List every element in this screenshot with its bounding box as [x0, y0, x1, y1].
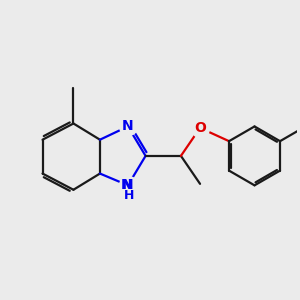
Text: N: N — [122, 178, 134, 192]
Text: H: H — [124, 189, 135, 202]
Text: O: O — [194, 121, 206, 135]
Text: N: N — [121, 178, 132, 192]
Text: N: N — [122, 119, 134, 134]
